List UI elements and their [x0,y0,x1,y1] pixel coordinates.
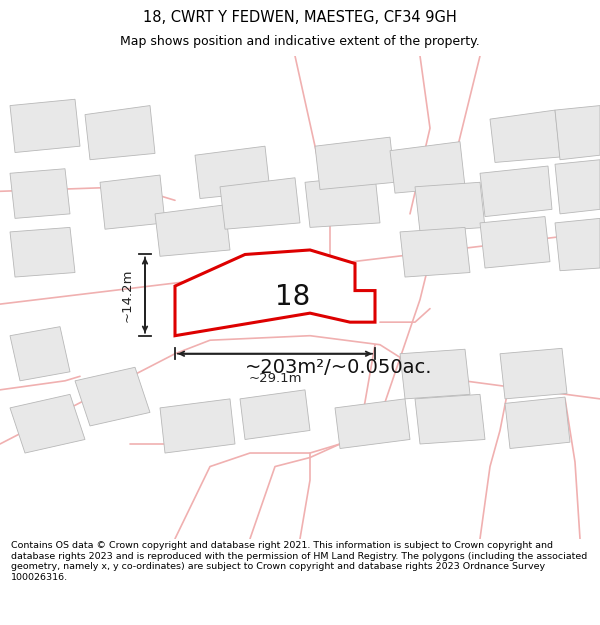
Polygon shape [505,397,570,449]
Polygon shape [220,177,300,229]
Polygon shape [480,166,552,217]
Polygon shape [555,106,600,160]
Text: Contains OS data © Crown copyright and database right 2021. This information is : Contains OS data © Crown copyright and d… [11,541,587,581]
Text: ~203m²/~0.050ac.: ~203m²/~0.050ac. [245,357,433,377]
Polygon shape [390,142,465,193]
Polygon shape [10,394,85,453]
Text: 18: 18 [275,283,310,311]
Polygon shape [555,160,600,214]
Polygon shape [500,348,567,399]
Text: ~14.2m: ~14.2m [121,268,133,322]
Polygon shape [195,146,270,199]
Polygon shape [75,368,150,426]
Polygon shape [10,327,70,381]
Polygon shape [160,399,235,453]
Polygon shape [555,218,600,271]
Polygon shape [400,349,470,399]
Polygon shape [100,175,165,229]
Polygon shape [85,106,155,160]
Text: Map shows position and indicative extent of the property.: Map shows position and indicative extent… [120,35,480,48]
Polygon shape [175,250,375,336]
Polygon shape [480,217,550,268]
Polygon shape [305,175,380,228]
Polygon shape [335,399,410,449]
Text: ~29.1m: ~29.1m [248,372,302,385]
Polygon shape [240,390,310,439]
Polygon shape [10,99,80,152]
Text: 18, CWRT Y FEDWEN, MAESTEG, CF34 9GH: 18, CWRT Y FEDWEN, MAESTEG, CF34 9GH [143,10,457,25]
Polygon shape [155,205,230,256]
Polygon shape [10,169,70,218]
Polygon shape [400,228,470,277]
Polygon shape [315,137,395,189]
Polygon shape [415,394,485,444]
Polygon shape [415,182,485,232]
Polygon shape [490,110,560,162]
Polygon shape [10,228,75,277]
